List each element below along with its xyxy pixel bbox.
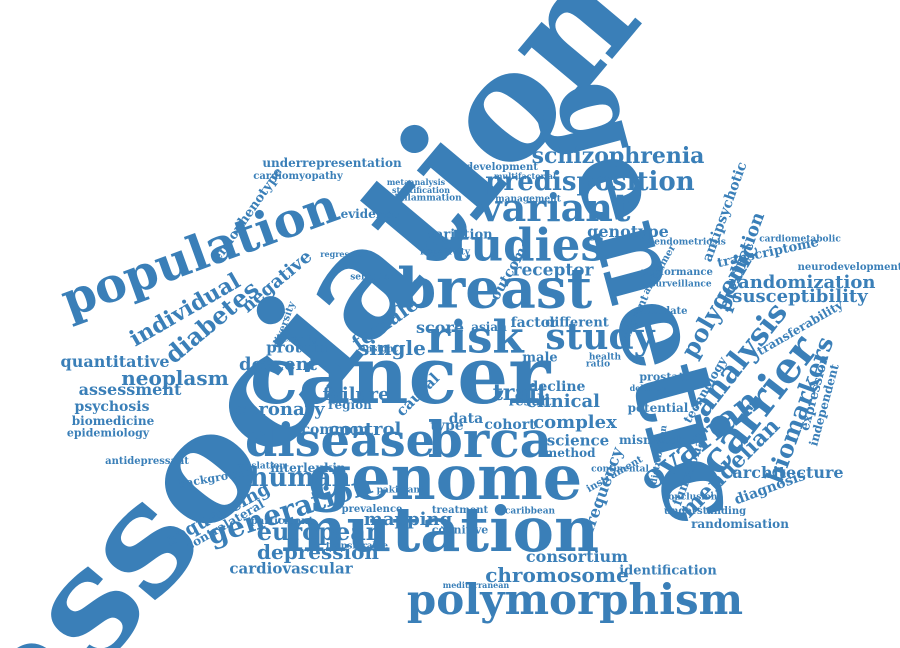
word-decline: decline	[528, 379, 586, 395]
word-cognitive: cognitive	[431, 523, 489, 537]
word-score: score	[415, 318, 465, 337]
word-control: control	[328, 419, 402, 440]
word-performance: performance	[641, 267, 713, 278]
word-understanding: understanding	[663, 506, 747, 517]
word-development: development	[466, 162, 538, 173]
word-randomization: randomization	[728, 272, 876, 293]
word-caribbean: caribbean	[504, 506, 556, 517]
word-breast: breast	[397, 255, 593, 321]
word-protein: protein	[266, 338, 328, 357]
word-asian: asian	[471, 320, 507, 334]
word-descent: descent	[239, 354, 317, 375]
word-neurodevelopment: neurodevelopment	[797, 262, 900, 273]
word-randomisation: randomisation	[691, 517, 789, 531]
word-antidepressant: antidepressant	[105, 456, 189, 467]
word-susceptibility: susceptibility	[732, 286, 868, 307]
word-participant: participant	[250, 516, 314, 527]
word-cardiovascular: cardiovascular	[229, 559, 353, 578]
word-genotype: genotype	[587, 222, 669, 241]
word-underrepresentation: underrepresentation	[262, 156, 402, 170]
word-candidate: candidate	[632, 306, 688, 317]
word-variation: variation	[427, 227, 493, 243]
word-science: science	[546, 431, 610, 450]
word-different: different	[545, 315, 609, 331]
word-assessment: assessment	[78, 380, 182, 399]
word-consortium: consortium	[525, 547, 629, 566]
word-region: region	[328, 398, 372, 412]
word-receptor: receptor	[512, 260, 594, 281]
word-single: single	[358, 336, 426, 360]
word-regression: regression	[320, 249, 368, 259]
word-continental: continental	[591, 464, 649, 475]
word-heredity: heredity	[276, 334, 318, 345]
word-cancer: cancer	[249, 328, 551, 422]
word-epidemiology: epidemiology	[66, 426, 150, 440]
word-mediterranean: mediterranean	[442, 580, 510, 590]
word-potential: potential	[627, 401, 689, 415]
word-health: health	[588, 352, 622, 363]
word-variant: variant	[479, 185, 631, 230]
word-mismatch: mismatch	[618, 433, 686, 447]
word-chromosome: chromosome	[485, 563, 629, 587]
word-brca: brca	[427, 410, 553, 469]
word-male: male	[522, 350, 558, 366]
word-studies: studies	[424, 218, 606, 272]
word-coronary: coronary	[235, 399, 325, 420]
word-transferable: transferable	[326, 541, 388, 552]
word-cardiometabolic: cardiometabolic	[759, 234, 841, 245]
word-polymorphism: polymorphism	[406, 575, 744, 624]
word-result: result	[508, 394, 552, 410]
word-study: study	[545, 316, 655, 358]
word-human: human	[249, 463, 351, 493]
word-multifactorial: multifactorial	[493, 171, 557, 181]
word-selection: selection	[350, 272, 396, 283]
word-ratio: ratio	[585, 359, 611, 370]
word-deletion: deletion	[629, 383, 667, 393]
word-cohort: cohort	[484, 417, 536, 433]
word-conclusion: conclusion	[662, 492, 718, 503]
word-complex: complex	[533, 412, 617, 433]
word-inflammation: inflammation	[394, 193, 462, 204]
word-evidence: evidence	[340, 207, 400, 221]
word-stratification: stratification	[391, 185, 451, 195]
word-management: management	[495, 194, 561, 205]
word-surveillance: surveillance	[650, 279, 712, 290]
word-treatment: treatment	[431, 505, 489, 516]
word-negativity: negativity	[419, 247, 471, 258]
word-common: common	[301, 422, 369, 438]
word-architecture: architecture	[732, 463, 844, 482]
word-biomedicine: biomedicine	[71, 414, 155, 428]
word-type: type	[430, 418, 464, 434]
word-prevalence: prevalence	[341, 504, 403, 515]
word-endometriosis: endometriosis	[654, 237, 726, 248]
word-quantitative: quantitative	[60, 352, 170, 371]
word-cardiomyopathy: cardiomyopathy	[253, 171, 343, 182]
word-schizophrenia: schizophrenia	[531, 143, 705, 169]
word-neoplasm: neoplasm	[121, 366, 229, 390]
word-pakistani: pakistani	[376, 485, 424, 496]
word-risk: risk	[426, 310, 524, 364]
word-translation: translation	[230, 461, 286, 472]
word-data: data	[448, 411, 484, 427]
word-prostate: prostate	[639, 370, 691, 384]
word-factor: factor	[510, 315, 558, 331]
word-insight: insight	[362, 344, 398, 355]
word-identification: identification	[619, 563, 717, 579]
word-clinical: clinical	[525, 391, 601, 412]
word-european: european	[256, 517, 384, 546]
word-depression: depression	[257, 540, 379, 564]
word-failure: failure	[322, 384, 390, 405]
word-mutation: mutation	[280, 493, 600, 566]
word-disease: disease	[245, 413, 435, 467]
word-genome: genome	[307, 441, 583, 514]
word-psychosis: psychosis	[74, 399, 150, 415]
word-interleukin: interleukin	[270, 461, 346, 475]
word-predisposition: predisposition	[485, 167, 695, 197]
word-metaanalysis: metaanalysis	[386, 177, 446, 187]
word-mapping: mapping	[363, 509, 453, 530]
word-trait: trait	[492, 380, 548, 406]
word-method: method	[544, 446, 596, 460]
